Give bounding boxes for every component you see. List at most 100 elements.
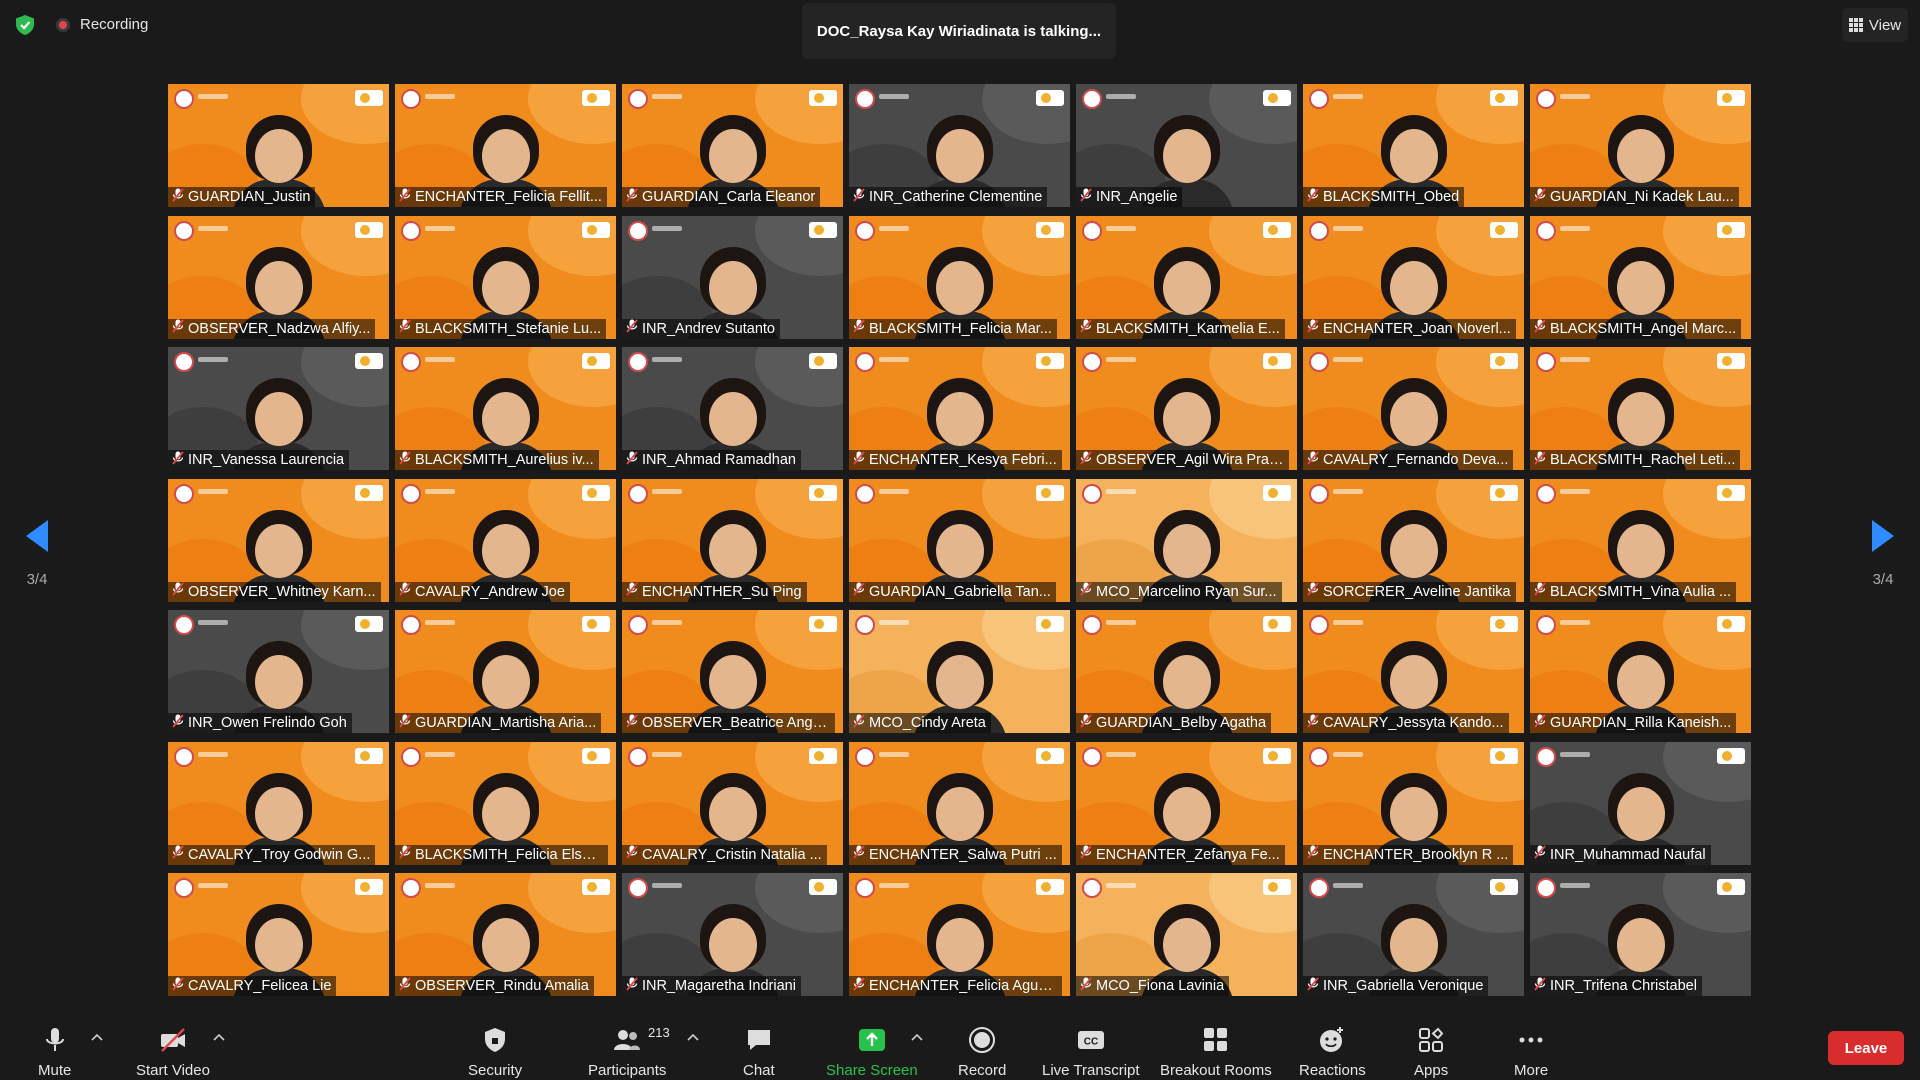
left-arrow-icon[interactable] xyxy=(24,518,50,554)
participant-video-tile[interactable]: INR_Owen Frelindo Goh xyxy=(168,610,389,733)
participant-video-tile[interactable]: OBSERVER_Nadzwa Alfiy... xyxy=(168,215,389,339)
participant-video-tile[interactable]: GUARDIAN_Justin xyxy=(168,84,389,207)
participant-video-tile[interactable]: CAVALRY_Cristin Natalia ... xyxy=(622,741,843,865)
participant-video-tile[interactable]: GUARDIAN_Martisha Aria... xyxy=(395,610,616,733)
mute-options-chevron-up-icon[interactable] xyxy=(91,1032,103,1042)
participant-name: BLACKSMITH_Stefanie Lu... xyxy=(415,320,602,337)
participant-video-tile[interactable]: BLACKSMITH_Felicia Elsa ... xyxy=(395,741,616,865)
participant-video-tile[interactable]: ENCHANTHER_Su Ping xyxy=(622,478,843,602)
participant-video-tile[interactable]: INR_Catherine Clementine xyxy=(849,84,1070,207)
event-logo-icon xyxy=(401,89,421,109)
start-video-button[interactable]: Start Video xyxy=(136,1024,210,1079)
security-button[interactable]: Security xyxy=(468,1024,522,1079)
participant-video-tile[interactable]: INR_Magaretha Indriani xyxy=(622,873,843,996)
muted-microphone-icon xyxy=(1307,319,1319,338)
event-badge-icon xyxy=(355,221,383,238)
participant-video-tile[interactable]: OBSERVER_Rindu Amalia xyxy=(395,873,616,996)
security-shield-icon[interactable] xyxy=(14,14,36,36)
participant-video-tile[interactable]: INR_Andrev Sutanto xyxy=(622,215,843,339)
participant-video-tile[interactable]: MCO_Cindy Areta xyxy=(849,610,1070,733)
participant-video-tile[interactable]: ENCHANTER_Joan Noverl... xyxy=(1303,215,1524,339)
participant-video-tile[interactable]: MCO_Fiona Lavinia xyxy=(1076,873,1297,996)
participant-video-tile[interactable]: GUARDIAN_Carla Eleanor xyxy=(622,84,843,207)
previous-page[interactable]: 3/4 xyxy=(17,518,57,588)
participant-name-bar: CAVALRY_Cristin Natalia ... xyxy=(622,844,827,865)
participant-name: GUARDIAN_Carla Eleanor xyxy=(642,189,816,205)
participant-video-tile[interactable]: INR_Vanessa Laurencia xyxy=(168,347,389,470)
mute-button[interactable]: Mute xyxy=(38,1024,71,1079)
participant-video-tile[interactable]: INR_Muhammad Naufal xyxy=(1530,741,1751,865)
more-button[interactable]: More xyxy=(1514,1024,1548,1079)
chat-label: Chat xyxy=(743,1062,775,1079)
event-badge-icon xyxy=(1263,353,1291,369)
record-button[interactable]: Record xyxy=(958,1024,1006,1079)
participant-video-tile[interactable]: MCO_Marcelino Ryan Sur... xyxy=(1076,478,1297,602)
participant-name-bar: OBSERVER_Whitney Karn... xyxy=(168,581,381,602)
participant-video-tile[interactable]: GUARDIAN_Gabriella Tan... xyxy=(849,478,1070,602)
participant-video-tile[interactable]: GUARDIAN_Ni Kadek Lau... xyxy=(1530,84,1751,207)
participant-name: INR_Angelie xyxy=(1096,189,1178,205)
participant-video-tile[interactable]: BLACKSMITH_Rachel Leti... xyxy=(1530,347,1751,470)
participant-video-tile[interactable]: CAVALRY_Fernando Deva... xyxy=(1303,347,1524,470)
participant-video-tile[interactable]: ENCHANTER_Felicia Agus... xyxy=(849,873,1070,996)
event-badge-icon xyxy=(1036,616,1064,632)
live-transcript-button[interactable]: CC Live Transcript xyxy=(1042,1024,1140,1079)
participant-video-tile[interactable]: ENCHANTER_Felicia Fellit... xyxy=(395,84,616,207)
recording-indicator[interactable]: Recording xyxy=(56,16,148,33)
participants-button[interactable]: Participants xyxy=(588,1024,666,1079)
participant-video-tile[interactable]: OBSERVER_Agil Wira Prat... xyxy=(1076,347,1297,470)
participant-video-tile[interactable]: CAVALRY_Andrew Joe xyxy=(395,478,616,602)
participant-name: CAVALRY_Jessyta Kando... xyxy=(1323,715,1504,731)
participants-options-chevron-up-icon[interactable] xyxy=(687,1032,699,1042)
participant-video-tile[interactable]: BLACKSMITH_Angel Marc... xyxy=(1530,215,1751,339)
share-screen-button[interactable]: Share Screen xyxy=(826,1024,918,1079)
apps-button[interactable]: Apps xyxy=(1414,1024,1448,1079)
video-options-chevron-up-icon[interactable] xyxy=(213,1032,225,1042)
participant-video-tile[interactable]: GUARDIAN_Rilla Kaneish... xyxy=(1530,610,1751,733)
participant-video-tile[interactable]: BLACKSMITH_Stefanie Lu... xyxy=(395,215,616,339)
right-arrow-icon[interactable] xyxy=(1870,518,1896,554)
participant-video-tile[interactable]: INR_Trifena Christabel xyxy=(1530,873,1751,996)
participant-video-tile[interactable]: INR_Ahmad Ramadhan xyxy=(622,347,843,470)
participant-video-tile[interactable]: ENCHANTER_Kesya Febri... xyxy=(849,347,1070,470)
event-badge-icon xyxy=(809,90,837,106)
participant-video-tile[interactable]: ENCHANTER_Salwa Putri ... xyxy=(849,741,1070,865)
participant-video-tile[interactable]: BLACKSMITH_Felicia Mar... xyxy=(849,215,1070,339)
participant-video-tile[interactable]: OBSERVER_Whitney Karn... xyxy=(168,478,389,602)
event-badge-icon xyxy=(355,879,383,895)
participant-name-bar: INR_Ahmad Ramadhan xyxy=(622,450,801,470)
participant-video-tile[interactable]: CAVALRY_Felicea Lie xyxy=(168,873,389,996)
participant-video-tile[interactable]: BLACKSMITH_Aurelius iv... xyxy=(395,347,616,470)
participant-video-tile[interactable]: INR_Angelie xyxy=(1076,84,1297,207)
participant-video-tile[interactable]: ENCHANTER_Zefanya Fe... xyxy=(1076,741,1297,865)
participant-video-tile[interactable]: GUARDIAN_Belby Agatha xyxy=(1076,610,1297,733)
muted-microphone-icon xyxy=(1307,845,1319,864)
participant-name-bar: GUARDIAN_Carla Eleanor xyxy=(622,187,821,207)
role-tag xyxy=(1333,751,1363,757)
leave-button[interactable]: Leave xyxy=(1828,1031,1904,1065)
participant-video-tile[interactable]: INR_Gabriella Veronique xyxy=(1303,873,1524,996)
role-tag xyxy=(1106,94,1136,99)
record-label: Record xyxy=(958,1062,1007,1079)
role-tag xyxy=(1560,751,1590,757)
breakout-rooms-button[interactable]: Breakout Rooms xyxy=(1160,1024,1272,1079)
participant-video-tile[interactable]: OBSERVER_Beatrice Ange... xyxy=(622,610,843,733)
event-logo-icon xyxy=(628,878,648,898)
reactions-button[interactable]: Reactions xyxy=(1299,1024,1366,1079)
participant-video-tile[interactable]: CAVALRY_Jessyta Kando... xyxy=(1303,610,1524,733)
participant-video-tile[interactable]: CAVALRY_Troy Godwin G... xyxy=(168,741,389,865)
role-tag xyxy=(1560,94,1590,99)
chat-button[interactable]: Chat xyxy=(743,1024,775,1079)
participant-video-tile[interactable]: SORCERER_Aveline Jantika xyxy=(1303,478,1524,602)
view-button[interactable]: View xyxy=(1842,8,1908,42)
participant-video-tile[interactable]: BLACKSMITH_Vina Aulia ... xyxy=(1530,478,1751,602)
participant-name-bar: INR_Gabriella Veronique xyxy=(1303,976,1489,996)
participant-name-bar: ENCHANTER_Felicia Agus... xyxy=(849,976,1062,996)
next-page[interactable]: 3/4 xyxy=(1863,518,1903,588)
event-logo-icon xyxy=(174,483,194,504)
participant-video-tile[interactable]: BLACKSMITH_Karmelia E... xyxy=(1076,215,1297,339)
participant-name: CAVALRY_Troy Godwin G... xyxy=(188,846,371,863)
participant-video-tile[interactable]: BLACKSMITH_Obed xyxy=(1303,84,1524,207)
participant-video-tile[interactable]: ENCHANTER_Brooklyn R ... xyxy=(1303,741,1524,865)
share-options-chevron-up-icon[interactable] xyxy=(911,1032,923,1042)
